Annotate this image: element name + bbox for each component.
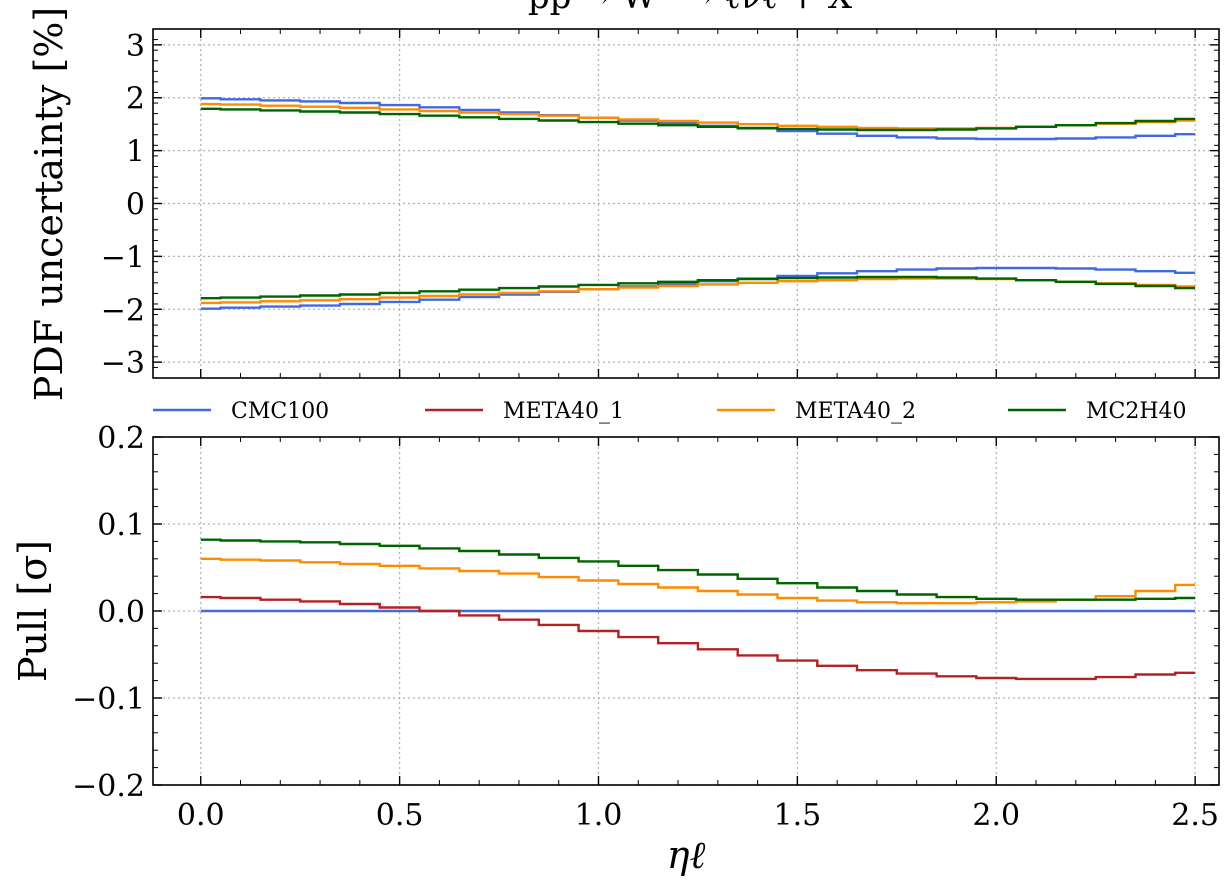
top-ytick-label: 0 [126, 188, 145, 223]
bottom-ytick-label: 0.0 [97, 595, 145, 630]
top-series-cmc100-upper [200, 97, 1196, 141]
xtick-label: 0.0 [177, 798, 225, 833]
xtick-label: 2.0 [972, 798, 1020, 833]
bottom-ticks: 0.0 0.5 1.0 1.5 2.0 2.5 −0.2 −0.1 0.0 0.1 0.2 [72, 421, 1219, 833]
top-grid [153, 29, 1219, 378]
bottom-ytick-label: −0.2 [72, 769, 145, 804]
xtick-label: 0.5 [376, 798, 424, 833]
legend-label: META40_2 [795, 399, 916, 424]
xtick-label: 2.5 [1171, 798, 1219, 833]
bottom-ytick-label: −0.1 [72, 682, 145, 717]
bottom-xlabel: ηℓ [667, 833, 706, 877]
bottom-ylabel: Pull [σ] [11, 540, 55, 682]
top-ytick-label: 2 [126, 82, 145, 117]
legend-label: META40_1 [503, 399, 624, 424]
top-ytick-label: 1 [126, 135, 145, 170]
top-series-mc2h40-upper [200, 107, 1196, 132]
legend: CMC100 META40_1 META40_2 MC2H40 [153, 399, 1187, 424]
top-ytick-label: −1 [101, 240, 145, 275]
top-panel: −3 −2 −1 0 1 2 3 PDF uncertainty [%] [27, 7, 1220, 402]
top-ytick-label: −2 [101, 293, 145, 328]
bottom-series-meta40-2 [200, 557, 1196, 605]
xtick-label: 1.0 [575, 798, 623, 833]
top-ytick-label: 3 [126, 29, 145, 64]
xtick-label: 1.5 [774, 798, 822, 833]
legend-label: MC2H40 [1086, 399, 1187, 424]
top-ylabel: PDF uncertainty [%] [27, 7, 71, 402]
bottom-series-meta40-1 [200, 595, 1196, 681]
top-series [200, 97, 1196, 310]
top-series-cmc100-lower [200, 266, 1196, 310]
bottom-panel: 0.0 0.5 1.0 1.5 2.0 2.5 −0.2 −0.1 0.0 0.1 0.2 Pull… [11, 421, 1220, 877]
bottom-ytick-label: 0.1 [97, 508, 145, 543]
legend-label: CMC100 [231, 399, 329, 424]
bottom-ytick-label: 0.2 [97, 421, 145, 456]
bottom-series-mc2h40 [200, 538, 1196, 601]
top-ticks: −3 −2 −1 0 1 2 3 [101, 28, 1219, 381]
top-ytick-label: −3 [101, 346, 145, 381]
chart-title: pp → W⁻ → ℓν̄ℓ + X [528, 0, 853, 17]
top-series-mc2h40-lower [200, 275, 1196, 300]
bottom-series [200, 538, 1196, 681]
bottom-grid [153, 436, 1219, 786]
